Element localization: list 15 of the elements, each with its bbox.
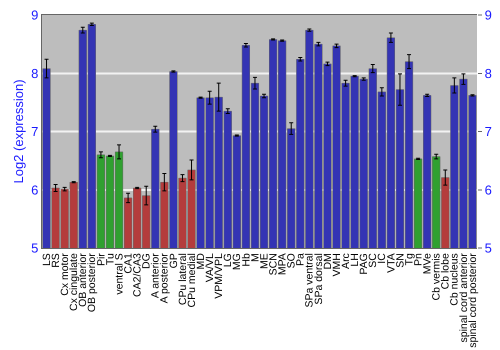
y2-tick-label: 9 bbox=[484, 8, 492, 23]
y-tick-label: 5 bbox=[31, 240, 38, 256]
y-tick-label: 9 bbox=[31, 8, 38, 23]
y2-tick-label: 7 bbox=[484, 124, 492, 140]
x-tick-label: RS bbox=[50, 253, 62, 268]
y2-tick-label: 8 bbox=[484, 66, 492, 81]
y-tick-label: 8 bbox=[31, 66, 38, 81]
x-tick-label: MVe bbox=[422, 253, 434, 274]
y-axis-title: Log2 (expression) bbox=[11, 79, 26, 184]
y2-tick-label: 5 bbox=[484, 240, 492, 256]
x-tick-label: DG bbox=[140, 253, 153, 269]
y-tick-label: 6 bbox=[31, 182, 38, 198]
x-tick-label: LS bbox=[40, 253, 53, 266]
y2-tick-label: 6 bbox=[484, 182, 492, 198]
y-tick-label: 7 bbox=[31, 124, 38, 140]
